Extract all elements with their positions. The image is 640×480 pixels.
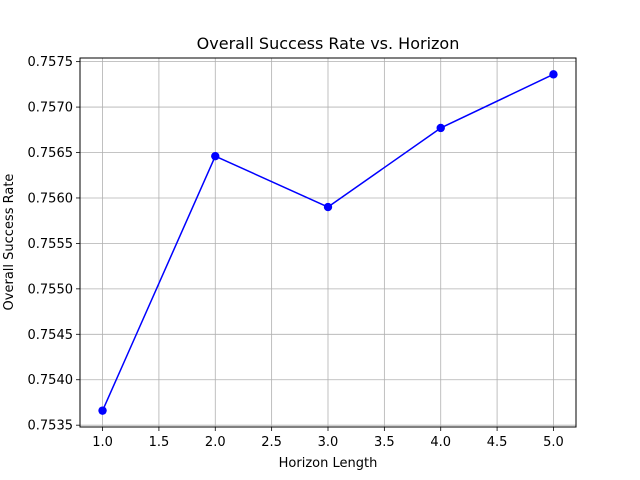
x-tick-label: 2.5 (261, 435, 282, 450)
y-tick-label: 0.7540 (28, 373, 74, 388)
y-tick-label: 0.7570 (28, 101, 74, 116)
grid (80, 58, 576, 427)
x-tick-label: 1.0 (92, 435, 113, 450)
x-tick-label: 1.5 (149, 435, 170, 450)
data-point (323, 202, 333, 212)
x-tick-label: 3.0 (318, 435, 339, 450)
x-tick-label: 4.5 (487, 435, 508, 450)
chart-title: Overall Success Rate vs. Horizon (197, 34, 460, 53)
y-axis-ticks: 0.7535 0.7540 0.7545 0.7550 0.7555 0.7560 0.75… (28, 55, 80, 434)
y-tick-label: 0.7535 (28, 419, 74, 434)
y-tick-label: 0.7560 (28, 191, 74, 206)
data-point (549, 70, 558, 79)
x-axis-ticks: 1.0 1.5 2.0 2.5 3.0 3.5 4.0 4.5 5.0 (92, 427, 564, 450)
data-point (436, 123, 445, 133)
y-axis-label: Overall Success Rate (2, 174, 17, 311)
x-axis-label: Horizon Length (279, 456, 378, 471)
series-layer (98, 70, 558, 415)
y-tick-label: 0.7550 (28, 282, 74, 297)
y-tick-label: 0.7545 (28, 328, 74, 343)
x-tick-label: 3.5 (374, 435, 395, 450)
y-tick-label: 0.7565 (28, 146, 74, 161)
y-tick-label: 0.7555 (28, 237, 74, 252)
x-tick-label: 2.0 (205, 435, 226, 450)
y-tick-label: 0.7575 (28, 55, 74, 70)
data-point (211, 151, 220, 161)
x-tick-label: 5.0 (543, 435, 564, 450)
data-point (98, 406, 107, 415)
x-tick-label: 4.0 (430, 435, 451, 450)
